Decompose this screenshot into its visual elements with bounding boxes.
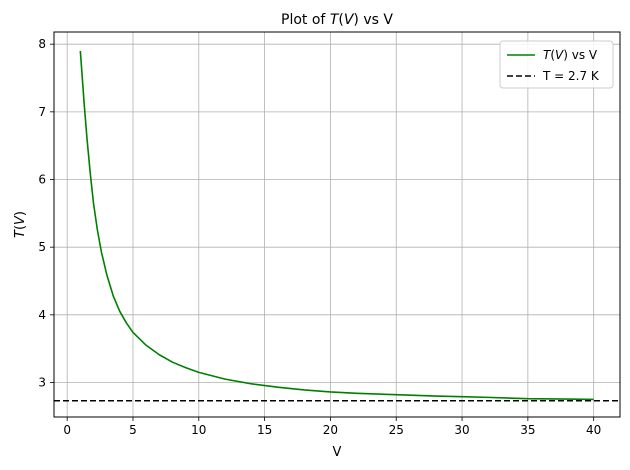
- y-tick-label: 5: [38, 240, 46, 254]
- x-tick-label: 10: [191, 423, 206, 437]
- y-tick-label: 8: [38, 37, 46, 51]
- series-line-t-of-v: [79, 50, 594, 401]
- legend: T(V) vs V T = 2.7 K: [499, 40, 614, 89]
- x-tick-label: 40: [586, 423, 601, 437]
- grid: [54, 32, 620, 417]
- y-tick-label: 4: [38, 308, 46, 322]
- y-tick-label: 6: [38, 173, 46, 187]
- x-tick-label: 35: [520, 423, 535, 437]
- x-tick-label: 5: [129, 423, 137, 437]
- chart-title: Plot of T(V) vs V: [281, 12, 393, 28]
- x-tick-label: 0: [63, 423, 71, 437]
- y-tick-label: 3: [38, 375, 46, 389]
- x-tick-label: 25: [389, 423, 404, 437]
- legend-label-dashed-line: T = 2.7 K: [542, 69, 600, 83]
- y-tick-label: 7: [38, 105, 46, 119]
- series-layer: [54, 50, 620, 402]
- x-tick-label: 30: [454, 423, 469, 437]
- x-tick-label: 15: [257, 423, 272, 437]
- y-axis-label: T(V): [13, 211, 28, 238]
- legend-label-green-curve: T(V) vs V: [543, 48, 598, 62]
- x-tick-label: 20: [323, 423, 338, 437]
- plot-frame: [53, 31, 621, 418]
- x-axis-label: V: [333, 445, 342, 460]
- ticks: 0 5 10 15 20 25 30 35 40 3 4 5 6 7 8: [38, 37, 601, 437]
